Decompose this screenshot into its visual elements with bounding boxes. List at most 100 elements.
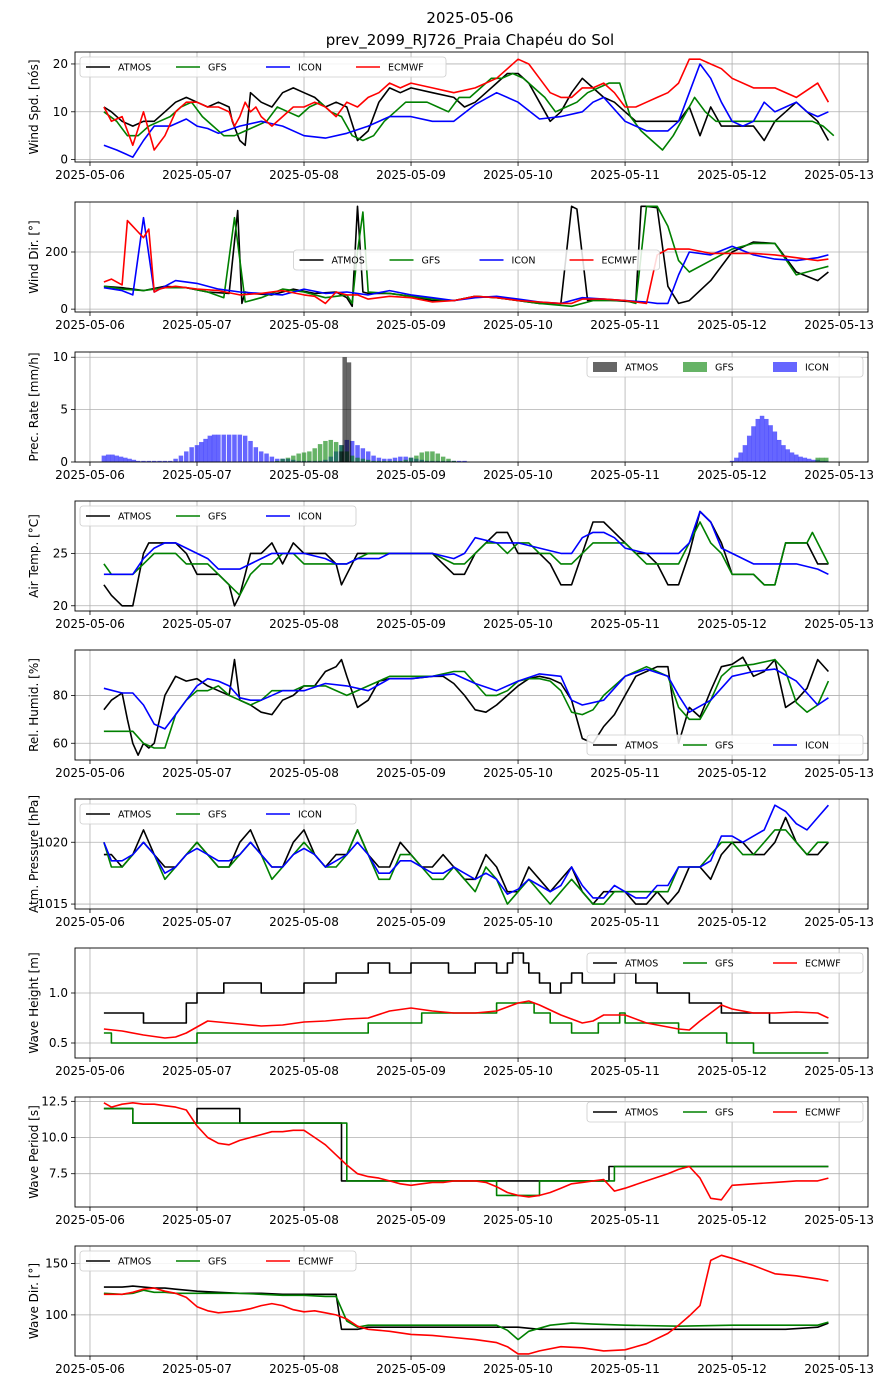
bar-icon: [768, 425, 773, 462]
legend: ATMOS GFS ICON: [79, 505, 357, 527]
bar-icon: [253, 447, 259, 462]
legend-box: [586, 734, 864, 756]
panel-8: 2025-05-06 2025-05-07 2025-05-08 2025-05-09…: [27, 1094, 874, 1227]
x-tick-label: 2025-05-08: [269, 1362, 339, 1376]
legend-label: ICON: [298, 512, 322, 523]
bar-gfs: [291, 455, 296, 462]
bar-gfs: [451, 460, 457, 462]
bar-icon: [221, 434, 227, 462]
x-tick-label: 2025-05-08: [269, 915, 339, 929]
y-axis-label: Atm. Pressure [hPa]: [27, 795, 41, 913]
bar-icon: [184, 451, 189, 462]
y-tick-label: 200: [45, 245, 68, 259]
bar-gfs: [376, 460, 382, 462]
x-tick-label: 2025-05-10: [483, 318, 553, 332]
legend-label: ECMWF: [298, 1257, 334, 1268]
x-tick-label: 2025-05-11: [590, 468, 660, 482]
series-line-icon: [103, 804, 830, 899]
y-tick-label: 12.5: [41, 1094, 68, 1108]
plot-area: [103, 510, 830, 607]
x-tick-label: 2025-05-07: [162, 468, 232, 482]
y-tick-label: 0: [60, 153, 68, 167]
x-tick-label: 2025-05-13: [804, 168, 874, 182]
series-line-gfs: [103, 72, 835, 151]
legend-label: ATMOS: [118, 810, 151, 821]
x-tick-label: 2025-05-10: [483, 1064, 553, 1078]
bar-icon: [759, 415, 765, 462]
bar-gfs: [424, 451, 430, 462]
bar-icon: [198, 441, 204, 462]
x-tick-label: 2025-05-09: [376, 468, 446, 482]
axes-frame: [74, 1096, 869, 1208]
legend: ATMOS GFS ICON: [79, 803, 357, 825]
bar-icon: [381, 458, 387, 462]
legend-swatch-gfs: [683, 362, 707, 372]
x-tick-label: 2025-05-12: [697, 1064, 767, 1078]
bar-icon: [135, 460, 141, 462]
x-tick-label: 2025-05-11: [590, 1213, 660, 1227]
x-tick-label: 2025-05-11: [590, 915, 660, 929]
axes-frame: [74, 1245, 869, 1357]
panel-6: 2025-05-06 2025-05-07 2025-05-08 2025-05-09…: [27, 795, 874, 929]
legend-label: GFS: [715, 741, 734, 752]
x-tick-label: 2025-05-08: [269, 168, 339, 182]
bar-icon: [355, 445, 360, 462]
axes-frame: [74, 351, 869, 463]
x-tick-label: 2025-05-07: [162, 915, 232, 929]
x-tick-label: 2025-05-12: [697, 468, 767, 482]
bar-icon: [248, 440, 253, 462]
x-tick-label: 2025-05-06: [55, 915, 125, 929]
plot-area: [103, 1254, 829, 1355]
bar-gfs: [430, 451, 435, 462]
bar-icon: [798, 456, 803, 462]
bar-gfs: [296, 453, 301, 462]
bar-gfs: [333, 441, 339, 462]
x-tick-label: 2025-05-06: [55, 766, 125, 780]
panel-9: 2025-05-06 2025-05-07 2025-05-08 2025-05-09…: [27, 1245, 874, 1376]
x-tick-label: 2025-05-07: [162, 766, 232, 780]
y-axis-label: Wave Height [m]: [27, 952, 41, 1053]
bar-icon: [462, 460, 467, 462]
x-tick-label: 2025-05-06: [55, 617, 125, 631]
plot-area: [103, 58, 835, 158]
x-tick-label: 2025-05-12: [697, 1213, 767, 1227]
bar-icon: [242, 435, 248, 462]
bar-gfs: [440, 456, 446, 462]
bar-icon: [226, 434, 232, 462]
x-tick-label: 2025-05-08: [269, 468, 339, 482]
y-axis-label: Rel. Humid. [%]: [27, 658, 41, 752]
plot-area: [103, 804, 830, 905]
legend-label: ATMOS: [118, 1257, 151, 1268]
bar-gfs: [414, 455, 419, 462]
legend-box: [79, 56, 447, 78]
x-tick-label: 2025-05-13: [804, 1362, 874, 1376]
x-tick-label: 2025-05-09: [376, 766, 446, 780]
bar-icon: [232, 434, 237, 462]
x-tick-label: 2025-05-09: [376, 1064, 446, 1078]
x-tick-label: 2025-05-13: [804, 915, 874, 929]
x-tick-label: 2025-05-13: [804, 468, 874, 482]
bar-gfs: [446, 458, 451, 462]
bar-gfs: [435, 453, 441, 462]
bar-icon: [110, 454, 115, 462]
y-tick-label: 1020: [37, 835, 68, 849]
bar-icon: [755, 418, 761, 462]
bar-icon: [789, 452, 795, 462]
x-tick-label: 2025-05-11: [590, 168, 660, 182]
y-tick-label: 25: [53, 546, 68, 560]
panel-4: 2025-05-06 2025-05-07 2025-05-08 2025-05-09…: [27, 500, 874, 631]
series-line-icon: [103, 510, 829, 576]
x-tick-label: 2025-05-06: [55, 1362, 125, 1376]
chart-panels: 2025-05-06 2025-05-07 2025-05-08 2025-05-09…: [27, 51, 874, 1376]
series-line-icon: [103, 63, 829, 158]
bar-gfs: [301, 452, 307, 462]
legend: ATMOS GFS ECMWF: [586, 1101, 864, 1123]
y-tick-label: 10.0: [41, 1131, 68, 1145]
bar-icon: [764, 418, 769, 462]
bar-icon: [151, 460, 157, 462]
x-tick-label: 2025-05-06: [55, 168, 125, 182]
series-line-gfs: [103, 1107, 829, 1197]
axes-frame: [74, 798, 869, 910]
bar-gfs: [307, 451, 312, 462]
x-tick-label: 2025-05-12: [697, 318, 767, 332]
